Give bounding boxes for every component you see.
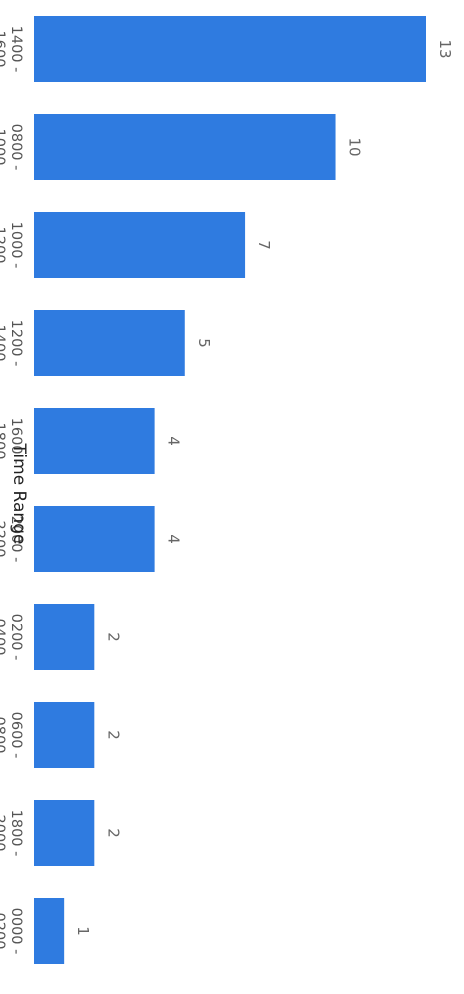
bar-7 <box>33 604 95 670</box>
value-label-3: 7 <box>255 240 273 250</box>
value-label-2: 10 <box>346 137 364 156</box>
bar-10 <box>33 898 65 964</box>
value-labels-group: 13 10 7 5 4 4 2 2 2 1 <box>74 39 454 935</box>
category-tick-labels-group: 1400 -1600 0800 -1000 1000 -1200 1200 -1400… <box>0 26 24 955</box>
value-label-4: 5 <box>195 338 213 348</box>
category-tick-label-10: 0000 -0200 <box>0 908 24 955</box>
bar-9 <box>33 800 95 866</box>
value-label-9: 2 <box>104 828 122 838</box>
category-tick-label-8: 0600 -0800 <box>0 712 24 759</box>
x-axis-title: Time Range <box>9 443 29 545</box>
value-label-1: 13 <box>436 39 454 58</box>
category-tick-label-5: 1600 -1800 <box>0 418 24 465</box>
bar-1 <box>34 16 426 82</box>
category-tick-label-1: 1400 -1600 <box>0 26 24 73</box>
value-label-6: 4 <box>165 534 183 544</box>
bars-group <box>33 16 426 964</box>
bar-3 <box>34 212 246 278</box>
category-tick-label-9: 1800 -2000 <box>0 810 24 857</box>
bar-5 <box>34 408 155 474</box>
bar-8 <box>33 702 95 768</box>
bar-2 <box>34 114 336 180</box>
value-label-10: 1 <box>74 926 92 936</box>
category-tick-label-7: 0200 -0400 <box>0 614 24 661</box>
category-tick-label-2: 0800 -1000 <box>0 124 24 171</box>
category-tick-label-6: 2000 -2200 <box>0 516 24 563</box>
category-tick-label-4: 1200 -1400 <box>0 320 24 367</box>
plot-area: 13 10 7 5 4 4 2 2 2 1 1400 -1600 0800 -1000 1000 -1… <box>0 16 454 964</box>
bar-6 <box>34 506 155 572</box>
bar-4 <box>34 310 185 376</box>
category-tick-label-3: 1000 -1200 <box>0 222 24 269</box>
value-label-5: 4 <box>165 436 183 446</box>
value-label-8: 2 <box>104 730 122 740</box>
value-label-7: 2 <box>104 632 122 642</box>
